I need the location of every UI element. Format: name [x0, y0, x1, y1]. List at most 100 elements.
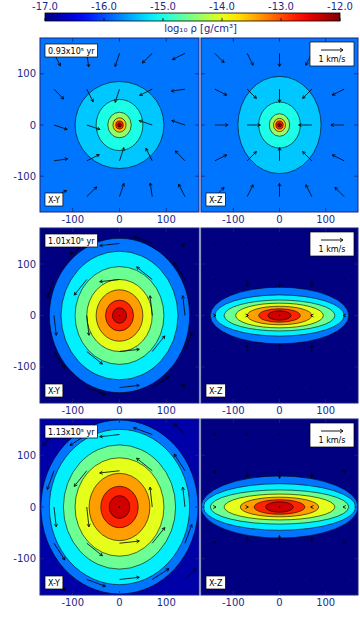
velocity-vector: [299, 123, 312, 126]
velocity-vector: [120, 148, 125, 161]
x-tick-label: 100: [316, 405, 335, 416]
colorbar-tick: [340, 18, 341, 21]
velocity-vector: [152, 377, 169, 388]
velocity-vector: [278, 89, 281, 102]
velocity-vector: [278, 536, 281, 544]
density-contour: [49, 429, 189, 584]
density-contour: [224, 494, 335, 520]
velocity-vector: [152, 569, 169, 580]
velocity-vector: [311, 579, 313, 581]
time-label-box: [45, 234, 98, 247]
velocity-vector: [278, 279, 281, 287]
x-tick: [233, 38, 234, 212]
y-tick-label: -100: [13, 361, 36, 372]
density-contour: [268, 311, 291, 320]
velocity-vector: [247, 185, 253, 197]
velocity-vector: [47, 279, 54, 298]
velocity-vector: [142, 53, 152, 63]
velocity-vector: [178, 184, 184, 197]
velocity-vector: [311, 505, 314, 508]
velocity-vector: [87, 155, 100, 161]
density-contour: [276, 121, 283, 129]
density-contour: [224, 300, 335, 331]
velocity-vector: [343, 505, 346, 508]
x-tick-label: -100: [61, 405, 84, 416]
x-tick: [119, 38, 120, 212]
time-label: 1.13x10⁵ yr: [45, 425, 98, 438]
plane-label-text: X-Z: [209, 579, 223, 588]
velocity-vector: [87, 579, 106, 586]
velocity-vector: [214, 243, 216, 245]
velocity-vector: [278, 471, 281, 479]
density-contour: [278, 123, 282, 127]
velocity-vector: [214, 434, 216, 436]
velocity-vector: [100, 471, 120, 474]
velocity-vector: [87, 507, 90, 527]
y-tick: [201, 125, 358, 126]
plot-area: [201, 419, 358, 595]
density-contour: [108, 112, 131, 138]
velocity-vector: [119, 315, 121, 317]
velocity-vector: [215, 53, 224, 62]
density-contour: [210, 490, 349, 524]
velocity-vector: [134, 236, 153, 243]
velocity-vector: [74, 279, 87, 295]
time-label-text: 1.01x10⁵ yr: [48, 237, 95, 246]
velocity-vector: [115, 89, 120, 102]
velocity-vector: [310, 279, 313, 286]
colorbar-tick-label: -17.0: [32, 1, 58, 12]
plane-label: X-Y: [45, 384, 63, 397]
velocity-vector: [149, 183, 152, 197]
velocity-vector: [279, 579, 281, 581]
density-contour: [96, 290, 143, 341]
velocity-vector: [331, 123, 344, 126]
density-background: [201, 228, 358, 403]
y-tick: [40, 366, 199, 367]
colorbar-tick: [281, 18, 282, 21]
velocity-vector: [137, 267, 153, 280]
velocity-vector: [278, 183, 281, 196]
plane-label-box: [45, 384, 63, 397]
velocity-vector: [343, 351, 345, 353]
velocity-vector: [213, 505, 216, 508]
y-tick: [40, 315, 199, 316]
velocity-vector: [246, 279, 249, 286]
plane-label: X-Y: [45, 576, 63, 589]
colorbar: [45, 13, 340, 21]
y-tick-label: 100: [17, 259, 36, 270]
velocity-vector: [182, 487, 185, 507]
velocity-vector: [213, 314, 216, 317]
y-tick: [40, 176, 199, 177]
velocity-vector: [247, 123, 260, 126]
time-label-box: [45, 44, 98, 57]
velocity-vector: [343, 541, 346, 544]
velocity-vector: [54, 352, 65, 369]
density-contour: [109, 496, 130, 519]
y-tick: [201, 366, 358, 367]
velocity-vector: [119, 506, 121, 508]
velocity-vector: [54, 507, 57, 527]
x-tick: [166, 419, 167, 595]
velocity-vector: [120, 348, 140, 351]
velocity-vector: [139, 120, 152, 125]
plane-label-box: [206, 193, 225, 206]
x-tick: [72, 228, 73, 403]
x-tick-label: 0: [116, 597, 122, 608]
plot-area: [201, 228, 358, 403]
velocity-vector: [246, 345, 249, 352]
y-tick-label: 100: [17, 450, 36, 461]
velocity-vector: [174, 454, 185, 471]
velocity-vector: [343, 387, 345, 389]
velocity-vector: [214, 351, 216, 353]
velocity-vector: [245, 505, 248, 508]
velocity-vector: [54, 543, 65, 560]
x-tick: [166, 228, 167, 403]
velocity-vector: [215, 123, 228, 126]
velocity-vector: [175, 151, 185, 161]
velocity-vector: [174, 263, 185, 280]
time-label: 1.01x10⁵ yr: [45, 234, 98, 247]
plane-label: X-Z: [206, 576, 225, 589]
colorbar-tick: [104, 18, 105, 21]
density-contour: [210, 287, 349, 344]
velocity-vector: [246, 471, 249, 478]
